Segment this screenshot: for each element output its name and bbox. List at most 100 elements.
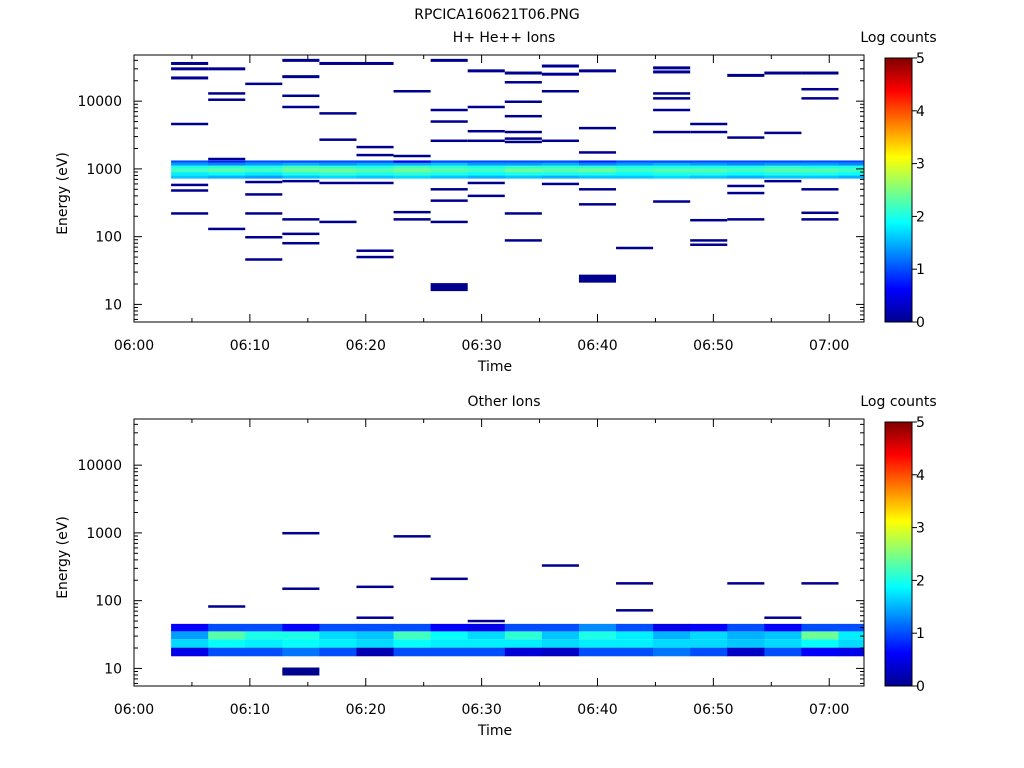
count-mark xyxy=(393,90,431,93)
panel-title: H+ He++ Ions xyxy=(453,30,556,46)
band-cell xyxy=(245,631,283,640)
band-cell xyxy=(430,162,469,166)
count-mark xyxy=(504,137,542,140)
count-mark xyxy=(653,108,691,112)
band-cell xyxy=(393,175,432,179)
count-mark xyxy=(616,582,654,585)
x-tick-label: 06:50 xyxy=(693,338,733,354)
colorbar-tick-label: 1 xyxy=(916,626,925,642)
y-tick-label: 1000 xyxy=(86,526,122,542)
data-layer xyxy=(171,58,864,292)
x-tick-label: 06:00 xyxy=(114,702,154,718)
band-cell xyxy=(208,623,246,632)
count-mark xyxy=(245,258,283,261)
band-cell xyxy=(801,623,840,632)
count-mark xyxy=(541,564,579,567)
colorbar-tick-label: 3 xyxy=(916,157,925,173)
count-mark xyxy=(504,81,542,84)
band-cell xyxy=(541,165,580,169)
band-cell xyxy=(430,165,469,169)
band-cell xyxy=(430,623,469,632)
band-cell xyxy=(208,175,246,179)
x-tick-label: 06:30 xyxy=(461,702,501,718)
band-cell xyxy=(430,160,469,163)
band-cell xyxy=(245,160,283,163)
band-cell xyxy=(838,623,864,632)
band-cell xyxy=(838,165,864,169)
band-cell xyxy=(393,165,432,169)
band-cell xyxy=(245,165,283,169)
band-cell xyxy=(541,639,580,648)
band-cell xyxy=(282,623,320,632)
band-cell xyxy=(727,631,765,640)
data-layer xyxy=(171,531,864,676)
count-mark xyxy=(504,239,542,242)
count-mark xyxy=(727,582,765,585)
count-mark xyxy=(430,577,468,581)
count-mark xyxy=(801,188,839,191)
count-mark xyxy=(801,218,839,221)
band-cell xyxy=(430,168,469,173)
band-cell xyxy=(504,168,543,173)
band-cell xyxy=(356,162,395,166)
band-cell xyxy=(282,175,320,179)
count-mark xyxy=(171,189,209,192)
colorbar-tick-label: 5 xyxy=(916,51,925,67)
band-cell xyxy=(727,175,765,179)
band-cell xyxy=(578,162,617,166)
y-tick-label: 10 xyxy=(104,297,122,313)
band-cell xyxy=(690,623,728,632)
count-mark xyxy=(727,191,765,195)
colorbar-label: Log counts xyxy=(860,394,936,410)
band-cell xyxy=(838,631,864,640)
x-tick-label: 06:20 xyxy=(346,702,386,718)
count-mark xyxy=(578,151,617,154)
band-cell xyxy=(541,168,580,173)
count-mark xyxy=(356,145,394,149)
band-cell xyxy=(171,647,209,657)
count-mark xyxy=(356,181,394,185)
count-mark xyxy=(541,182,579,186)
colorbar-tick-label: 3 xyxy=(916,521,925,537)
band-cell xyxy=(356,172,395,176)
count-mark xyxy=(208,67,246,71)
count-mark xyxy=(282,179,320,183)
count-mark xyxy=(282,587,320,590)
band-cell xyxy=(245,623,283,632)
band-cell xyxy=(467,165,506,169)
count-mark xyxy=(504,114,542,118)
count-mark xyxy=(171,183,209,187)
count-mark xyxy=(764,131,802,135)
band-cell xyxy=(393,160,432,163)
count-mark xyxy=(541,90,579,93)
plot-frame xyxy=(133,54,865,323)
band-cell xyxy=(504,639,543,648)
band-cell xyxy=(578,623,617,632)
band-cell xyxy=(653,631,691,640)
count-mark xyxy=(801,582,839,585)
band-cell xyxy=(653,168,691,173)
colorbar-tick-label: 2 xyxy=(916,209,925,225)
band-cell xyxy=(171,162,209,166)
count-mark xyxy=(467,194,505,198)
colorbar-tick-label: 4 xyxy=(916,468,925,484)
band-cell xyxy=(282,647,320,657)
count-mark xyxy=(504,212,542,215)
count-mark xyxy=(653,92,691,95)
colorbar-label: Log counts xyxy=(860,30,936,46)
count-mark xyxy=(727,73,765,77)
count-mark xyxy=(319,61,357,65)
count-mark xyxy=(171,67,209,71)
count-mark xyxy=(541,139,579,143)
band-cell xyxy=(578,647,617,657)
count-mark xyxy=(430,58,468,62)
colorbar-tick-label: 2 xyxy=(916,573,925,589)
y-tick-label: 1000 xyxy=(86,162,122,178)
band-cell xyxy=(245,647,283,657)
band-cell xyxy=(504,175,543,179)
x-tick-label: 06:00 xyxy=(114,338,154,354)
band-cell xyxy=(690,168,728,173)
count-mark xyxy=(578,203,617,206)
count-mark xyxy=(356,255,394,259)
count-mark xyxy=(356,616,394,619)
